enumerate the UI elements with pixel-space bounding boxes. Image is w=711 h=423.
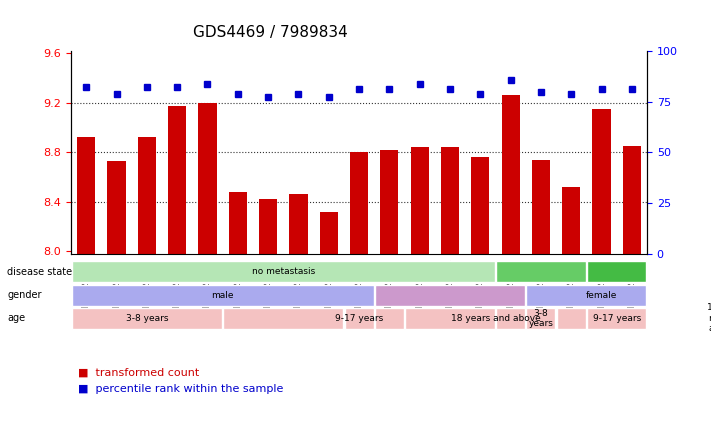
FancyBboxPatch shape xyxy=(375,308,404,329)
Bar xyxy=(77,137,95,254)
FancyBboxPatch shape xyxy=(223,308,343,329)
FancyBboxPatch shape xyxy=(496,261,586,282)
Bar xyxy=(441,147,459,254)
FancyBboxPatch shape xyxy=(496,308,525,329)
Text: female: female xyxy=(586,291,617,299)
Bar xyxy=(532,160,550,254)
Text: no metastasis: no metastasis xyxy=(252,267,315,276)
FancyBboxPatch shape xyxy=(405,308,495,329)
Bar xyxy=(138,137,156,254)
Bar xyxy=(380,150,398,254)
FancyBboxPatch shape xyxy=(72,308,222,329)
FancyBboxPatch shape xyxy=(72,285,373,305)
Bar xyxy=(623,146,641,254)
Text: ■  transformed count: ■ transformed count xyxy=(78,367,200,377)
Text: GDS4469 / 7989834: GDS4469 / 7989834 xyxy=(193,25,348,40)
Text: 9-17 years: 9-17 years xyxy=(335,314,383,323)
Text: 18 years and above: 18 years and above xyxy=(451,314,540,323)
Bar xyxy=(289,195,308,254)
Text: disease state: disease state xyxy=(7,267,73,277)
Text: 3-8
years: 3-8 years xyxy=(528,309,553,328)
Bar xyxy=(592,109,611,254)
Text: 9-17 years: 9-17 years xyxy=(592,314,641,323)
Bar xyxy=(259,199,277,254)
Text: gender: gender xyxy=(7,290,42,300)
Bar xyxy=(350,152,368,254)
Bar xyxy=(501,95,520,254)
Text: 18 yea
rs and
above: 18 yea rs and above xyxy=(707,303,711,333)
Text: ■  percentile rank within the sample: ■ percentile rank within the sample xyxy=(78,384,284,394)
Bar xyxy=(410,147,429,254)
FancyBboxPatch shape xyxy=(587,261,646,282)
FancyBboxPatch shape xyxy=(375,285,525,305)
Text: male: male xyxy=(211,291,234,299)
FancyBboxPatch shape xyxy=(557,308,586,329)
Bar xyxy=(168,107,186,254)
Text: age: age xyxy=(7,313,25,323)
FancyBboxPatch shape xyxy=(526,285,646,305)
FancyBboxPatch shape xyxy=(526,308,555,329)
Bar xyxy=(107,161,126,254)
FancyBboxPatch shape xyxy=(345,308,373,329)
Bar xyxy=(229,192,247,254)
FancyBboxPatch shape xyxy=(72,261,495,282)
Text: 3-8 years: 3-8 years xyxy=(126,314,168,323)
Bar xyxy=(320,212,338,254)
Bar xyxy=(562,187,580,254)
FancyBboxPatch shape xyxy=(587,308,646,329)
Bar xyxy=(198,103,217,254)
Bar xyxy=(471,157,489,254)
